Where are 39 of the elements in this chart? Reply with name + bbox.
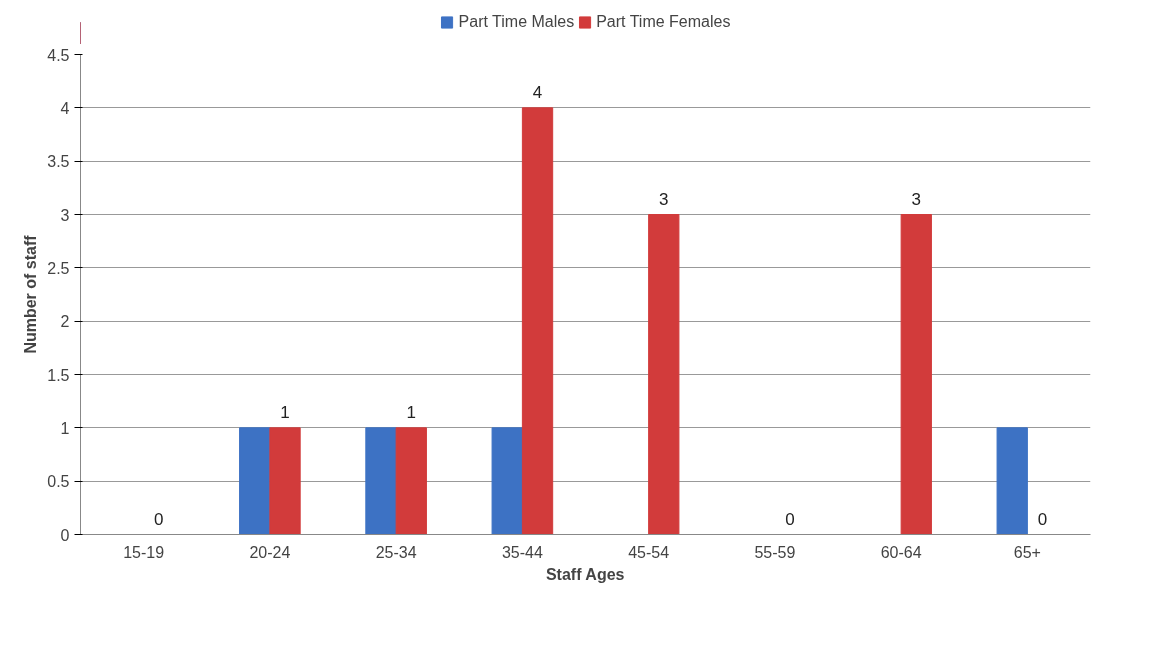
x-tick-label: 35-44 bbox=[501, 543, 543, 561]
y-tick-label: 3.5 bbox=[47, 153, 70, 171]
y-tick-label: 4 bbox=[60, 99, 70, 117]
bar bbox=[491, 427, 523, 535]
data-label: 1 bbox=[280, 402, 290, 422]
y-tick-label: 2 bbox=[60, 313, 70, 331]
x-tick-label: 45-54 bbox=[628, 543, 670, 561]
y-tick-label: 3 bbox=[60, 206, 70, 224]
data-label: 3 bbox=[659, 189, 669, 209]
data-label: 3 bbox=[911, 189, 922, 209]
data-label: 4 bbox=[532, 82, 543, 102]
data-label: 0 bbox=[785, 509, 795, 529]
x-tick-label: 65+ bbox=[1013, 543, 1041, 561]
y-tick-label: 4.5 bbox=[47, 46, 70, 64]
y-axis-title: Number of staff bbox=[22, 234, 40, 354]
x-tick-label: 60-64 bbox=[880, 543, 922, 561]
y-tick-label: 0.5 bbox=[47, 473, 70, 491]
data-label: 0 bbox=[1037, 509, 1048, 529]
y-tick-label: 0 bbox=[60, 526, 70, 544]
data-label: 0 bbox=[154, 509, 164, 529]
bar bbox=[521, 107, 554, 535]
bar bbox=[365, 427, 397, 535]
data-label: 1 bbox=[406, 402, 417, 422]
x-tick-label: 20-24 bbox=[249, 543, 291, 561]
bar bbox=[239, 427, 271, 535]
legend-label: Part Time Females bbox=[596, 13, 731, 31]
x-tick-label: 55-59 bbox=[754, 543, 796, 561]
bar bbox=[269, 427, 301, 535]
bar bbox=[395, 427, 427, 535]
y-tick-label: 2.5 bbox=[47, 259, 70, 277]
bar bbox=[648, 214, 680, 535]
x-tick-label: 15-19 bbox=[123, 543, 165, 561]
legend-label: Part Time Males bbox=[458, 13, 575, 31]
y-tick-label: 1.5 bbox=[47, 366, 70, 384]
bar bbox=[996, 427, 1028, 535]
x-axis-title: Staff Ages bbox=[545, 565, 625, 583]
y-tick-label: 1 bbox=[60, 419, 70, 437]
x-tick-label: 25-34 bbox=[375, 543, 417, 561]
bar bbox=[900, 214, 932, 535]
